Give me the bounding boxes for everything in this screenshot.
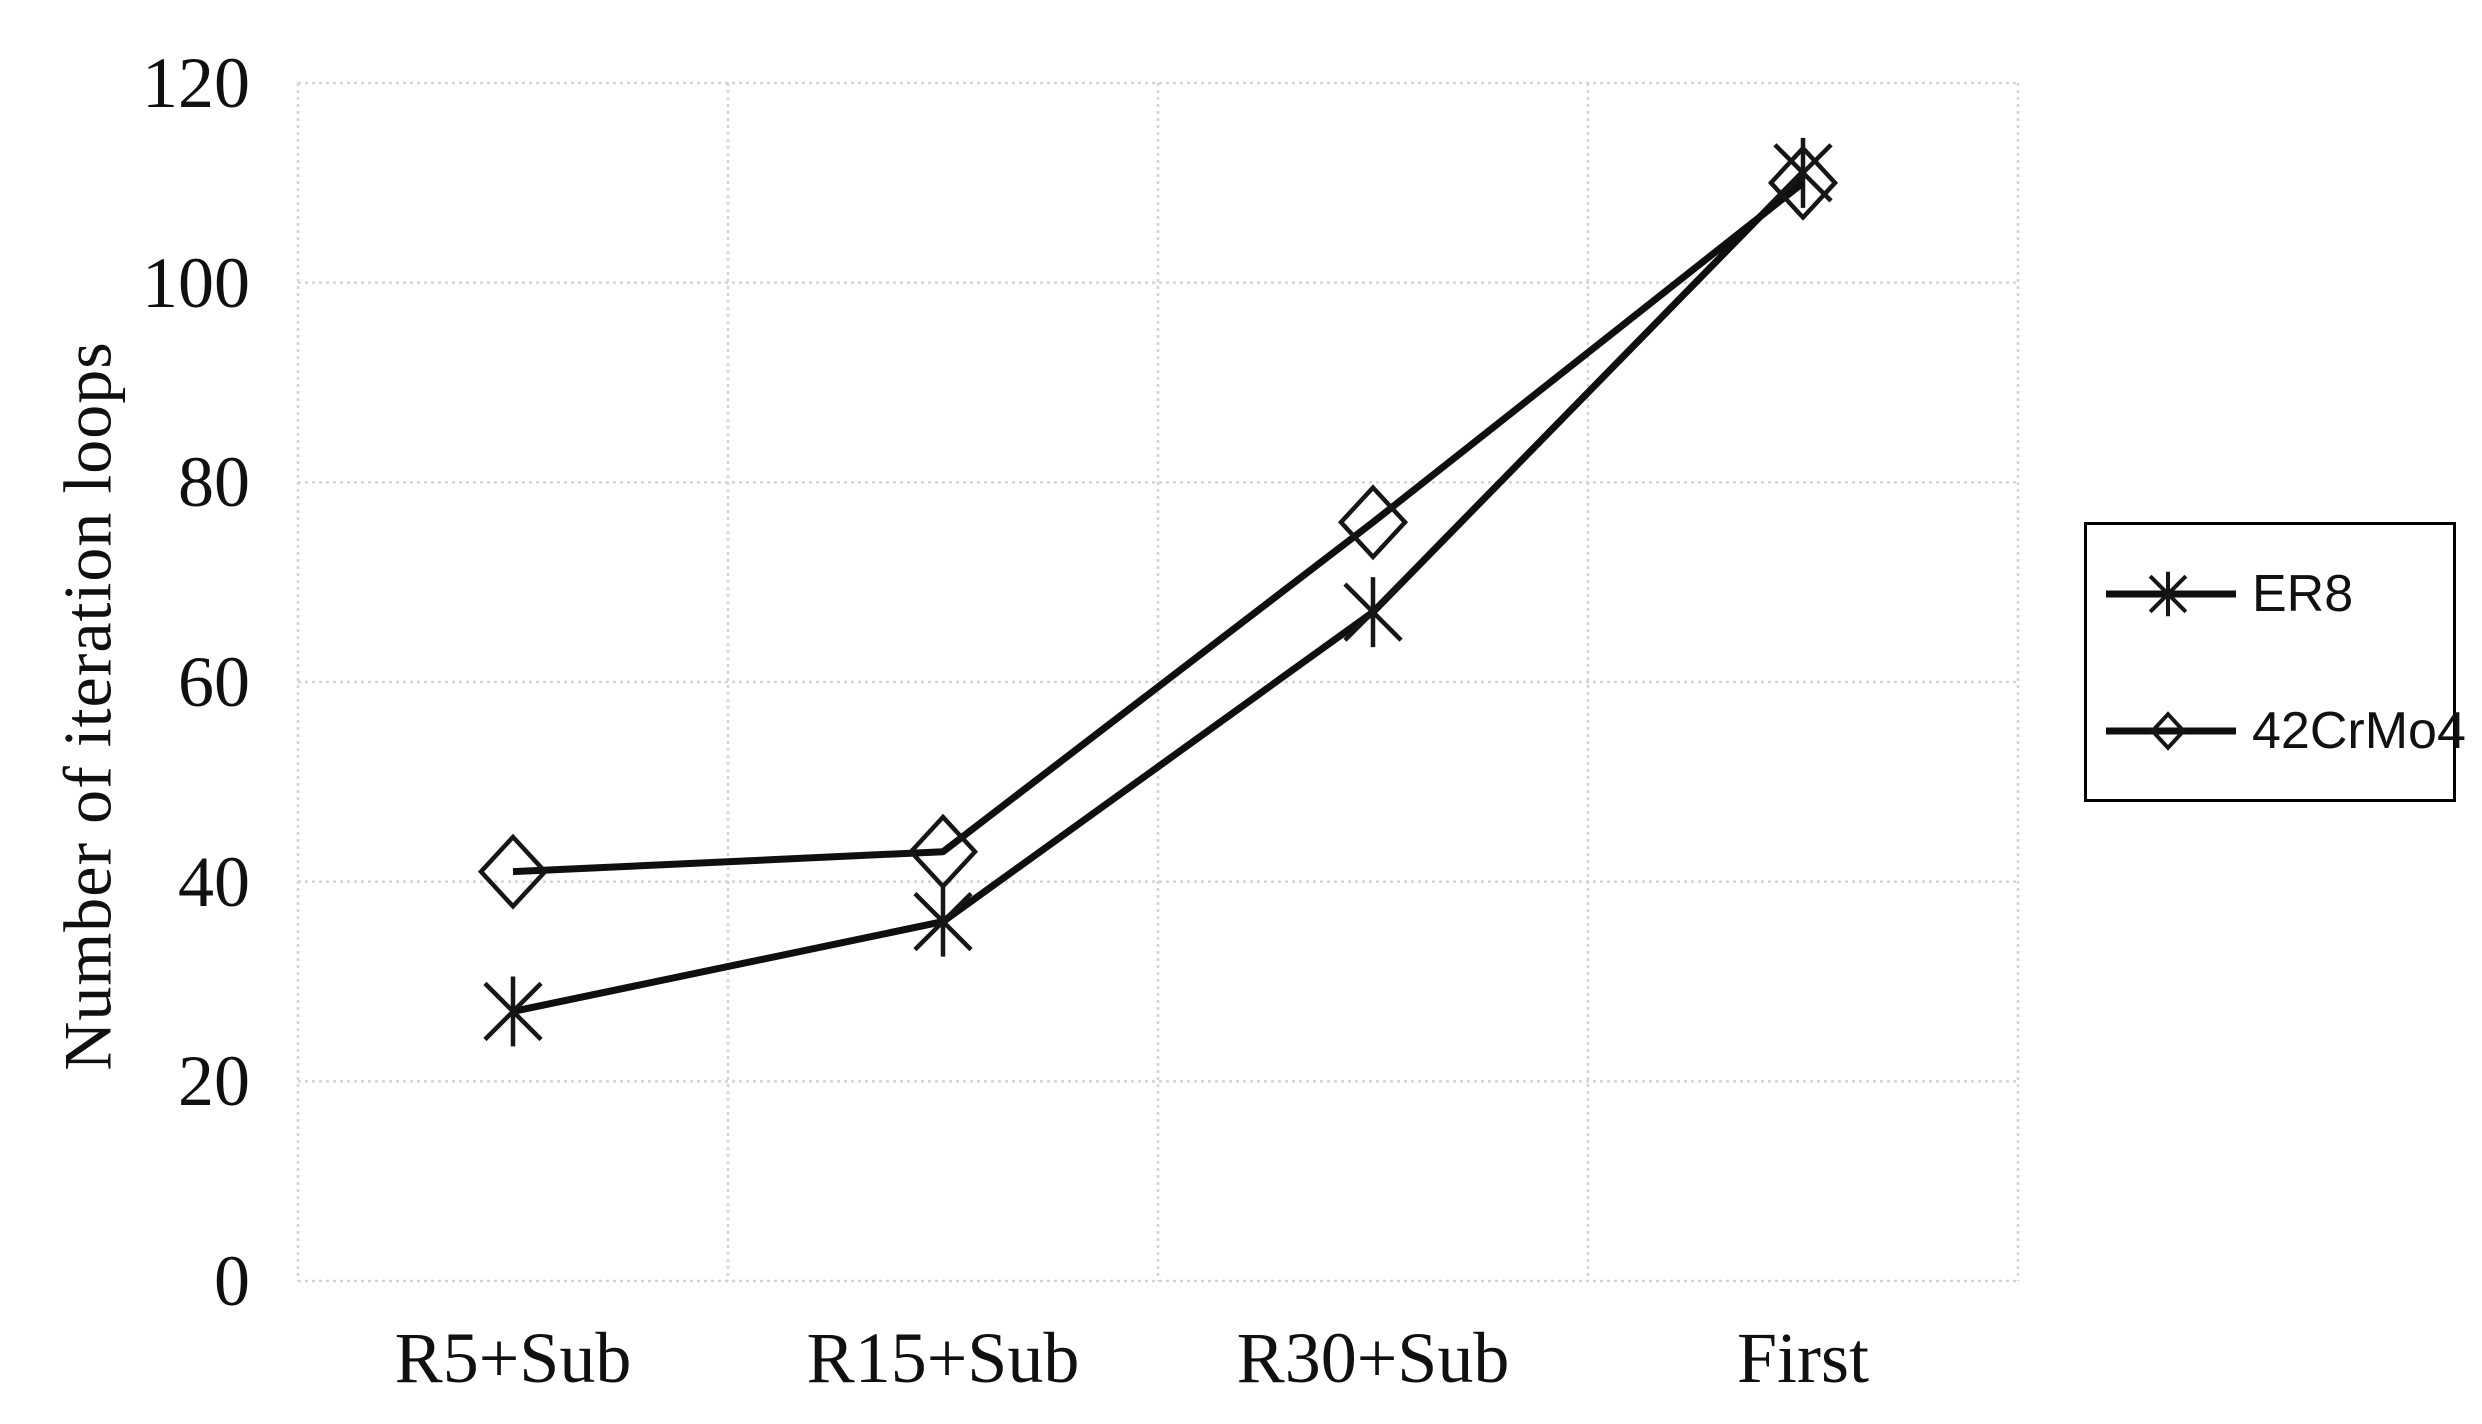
diamond-open-marker bbox=[907, 813, 979, 890]
legend-label-er8: ER8 bbox=[2252, 564, 2354, 623]
y-tick-label-80: 80 bbox=[178, 442, 250, 523]
y-tick-label-60: 60 bbox=[178, 642, 250, 722]
y-tick-label-100: 100 bbox=[142, 242, 250, 323]
legend-label-42crmo4: 42CrMo4 bbox=[2252, 701, 2466, 760]
y-tick-label-120: 120 bbox=[142, 43, 250, 123]
series-line-42crmo4 bbox=[512, 180, 1806, 876]
x-category-label-first: First bbox=[1736, 1318, 1870, 1398]
asterisk-marker bbox=[913, 886, 973, 957]
asterisk-marker bbox=[483, 976, 543, 1047]
diamond-open-marker bbox=[1767, 144, 1839, 221]
x-category-label-r15-sub: R15+Sub bbox=[806, 1318, 1080, 1398]
diamond-open-marker bbox=[477, 833, 549, 910]
asterisk-marker-icon bbox=[2106, 571, 2236, 616]
legend: ER8 42CrMo4 bbox=[2084, 522, 2466, 802]
legend-item-er8: ER8 bbox=[2087, 525, 2453, 662]
legend-item-42crmo4: 42CrMo4 bbox=[2087, 662, 2466, 799]
diamond-open-marker bbox=[1337, 484, 1409, 561]
asterisk-marker bbox=[1343, 577, 1403, 648]
y-tick-label-20: 20 bbox=[178, 1041, 250, 1122]
asterisk-marker bbox=[2148, 571, 2188, 616]
diamond-open-marker bbox=[2149, 710, 2187, 751]
y-tick-label-40: 40 bbox=[178, 841, 250, 922]
y-tick-label-0: 0 bbox=[214, 1241, 250, 1321]
diamond-open-marker-icon bbox=[2106, 710, 2236, 751]
x-category-label-r5-sub: R5+Sub bbox=[394, 1318, 632, 1398]
series-line-er8 bbox=[512, 170, 1806, 1015]
x-category-label-r30-sub: R30+Sub bbox=[1236, 1318, 1510, 1398]
